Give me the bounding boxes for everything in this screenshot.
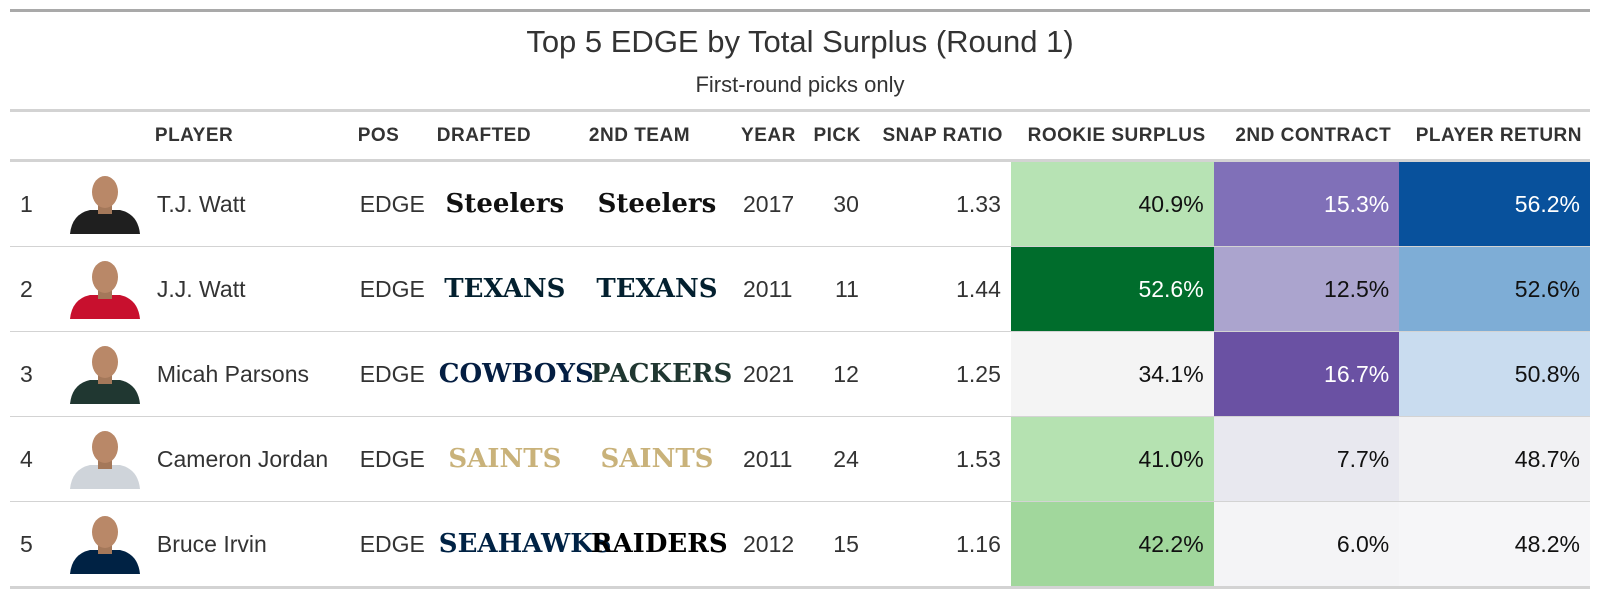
drafted-team-logo: TEXANS [444,274,566,304]
headshot-cell [55,416,147,502]
second-team-logo: TEXANS [596,274,718,304]
col-header-rookie-surplus: ROOKIE SURPLUS [1010,110,1214,162]
player-name-cell: Cameron Jordan [146,416,350,502]
position-cell: EDGE [349,416,429,502]
rank-cell: 5 [10,501,56,588]
position-cell: EDGE [349,331,429,417]
player-headshot-icon [69,516,140,574]
table-row: 1 T.J. Watt EDGE Steelers Steelers 2017 30 1.33… [10,160,1590,247]
rookie-surplus-cell: 42.2% [1010,501,1214,588]
col-header-drafted: DRAFTED [428,110,581,162]
second-contract-cell: 16.7% [1213,331,1400,417]
player-name-cell: Bruce Irvin [146,501,350,588]
snap-ratio-cell: 1.33 [868,160,1011,247]
pick-cell: 30 [800,160,869,247]
year-cell: 2011 [733,246,801,332]
second-team-cell: SAINTS [580,416,734,502]
second-team-cell: PACKERS [580,331,734,417]
drafted-team-cell: Steelers [428,160,581,247]
second-team-logo: Steelers [597,189,717,219]
table-title: Top 5 EDGE by Total Surplus (Round 1) [526,24,1074,59]
drafted-team-logo: SEAHAWKS [438,529,612,559]
col-header-headshot [55,110,147,162]
player-headshot-icon [69,261,140,319]
snap-ratio-cell: 1.53 [868,416,1011,502]
second-team-logo: SAINTS [600,444,714,474]
second-team-logo: PACKERS [590,359,733,389]
position-cell: EDGE [349,246,429,332]
drafted-team-cell: COWBOYS [428,331,594,417]
player-name-cell: J.J. Watt [146,246,350,332]
table-subtitle: First-round picks only [695,72,905,97]
player-headshot-icon [69,176,140,234]
second-contract-cell: 7.7% [1213,416,1400,502]
player-headshot-icon [69,346,140,404]
table-body: 1 T.J. Watt EDGE Steelers Steelers 2017 30 1.33… [10,160,1590,588]
year-cell: 2011 [733,416,801,502]
rookie-surplus-cell: 41.0% [1010,416,1214,502]
position-cell: EDGE [349,501,429,588]
player-return-cell: 50.8% [1399,331,1590,417]
col-header-rank [10,110,56,162]
col-header-second-team: 2ND TEAM [580,110,734,162]
headshot-cell [55,501,147,588]
rookie-surplus-cell: 34.1% [1010,331,1214,417]
table-row: 5 Bruce Irvin EDGE SEAHAWKS RAIDERS 2012 15 1.1… [10,501,1590,588]
headshot-cell [55,331,147,417]
pick-cell: 24 [800,416,869,502]
second-team-cell: Steelers [580,160,734,247]
second-team-cell: RAIDERS [580,501,734,588]
col-header-snap-ratio: SNAP RATIO [868,110,1011,162]
player-return-cell: 56.2% [1399,160,1590,247]
pick-cell: 11 [800,246,869,332]
snap-ratio-cell: 1.44 [868,246,1011,332]
headshot-cell [55,246,147,332]
table-row: 2 J.J. Watt EDGE TEXANS TEXANS 2011 11 1.44 52.6… [10,246,1590,332]
rank-cell: 1 [10,160,56,247]
year-cell: 2012 [733,501,801,588]
rank-cell: 3 [10,331,56,417]
drafted-team-cell: SAINTS [428,416,581,502]
table-row: 4 Cameron Jordan EDGE SAINTS SAINTS 2011 24 1.5… [10,416,1590,502]
col-header-second-contract: 2ND CONTRACT [1213,110,1400,162]
second-team-cell: TEXANS [580,246,734,332]
player-return-cell: 52.6% [1399,246,1590,332]
table-container: Top 5 EDGE by Total Surplus (Round 1) Fi… [10,9,1590,590]
player-headshot-icon [69,431,140,489]
year-cell: 2021 [733,331,801,417]
rank-cell: 4 [10,416,56,502]
col-header-pos: POS [349,110,429,162]
rank-cell: 2 [10,246,56,332]
col-header-year: YEAR [733,110,801,162]
pick-cell: 12 [800,331,869,417]
second-contract-cell: 12.5% [1213,246,1400,332]
drafted-team-logo: SAINTS [448,444,562,474]
table-row: 3 Micah Parsons EDGE COWBOYS PACKERS 2021 12 1.… [10,331,1590,417]
player-name-cell: Micah Parsons [146,331,350,417]
col-header-player-return: PLAYER RETURN [1399,110,1590,162]
second-contract-cell: 6.0% [1213,501,1400,588]
rookie-surplus-cell: 52.6% [1010,246,1214,332]
second-team-logo: RAIDERS [590,529,728,559]
drafted-team-cell: TEXANS [428,246,581,332]
header-row: PLAYER POS DRAFTED 2ND TEAM YEAR PICK SN… [10,110,1590,162]
player-return-cell: 48.2% [1399,501,1590,588]
headshot-cell [55,160,147,247]
snap-ratio-cell: 1.16 [868,501,1011,588]
col-header-player: PLAYER [146,110,350,162]
pick-cell: 15 [800,501,869,588]
player-return-cell: 48.7% [1399,416,1590,502]
drafted-team-logo: Steelers [445,189,565,219]
surplus-table: PLAYER POS DRAFTED 2ND TEAM YEAR PICK SN… [10,109,1590,589]
drafted-team-logo: COWBOYS [438,359,594,389]
col-header-pick: PICK [800,110,869,162]
drafted-team-cell: SEAHAWKS [428,501,612,588]
rookie-surplus-cell: 40.9% [1010,160,1214,247]
position-cell: EDGE [349,160,429,247]
second-contract-cell: 15.3% [1213,160,1400,247]
snap-ratio-cell: 1.25 [868,331,1011,417]
year-cell: 2017 [733,160,801,247]
player-name-cell: T.J. Watt [146,160,350,247]
